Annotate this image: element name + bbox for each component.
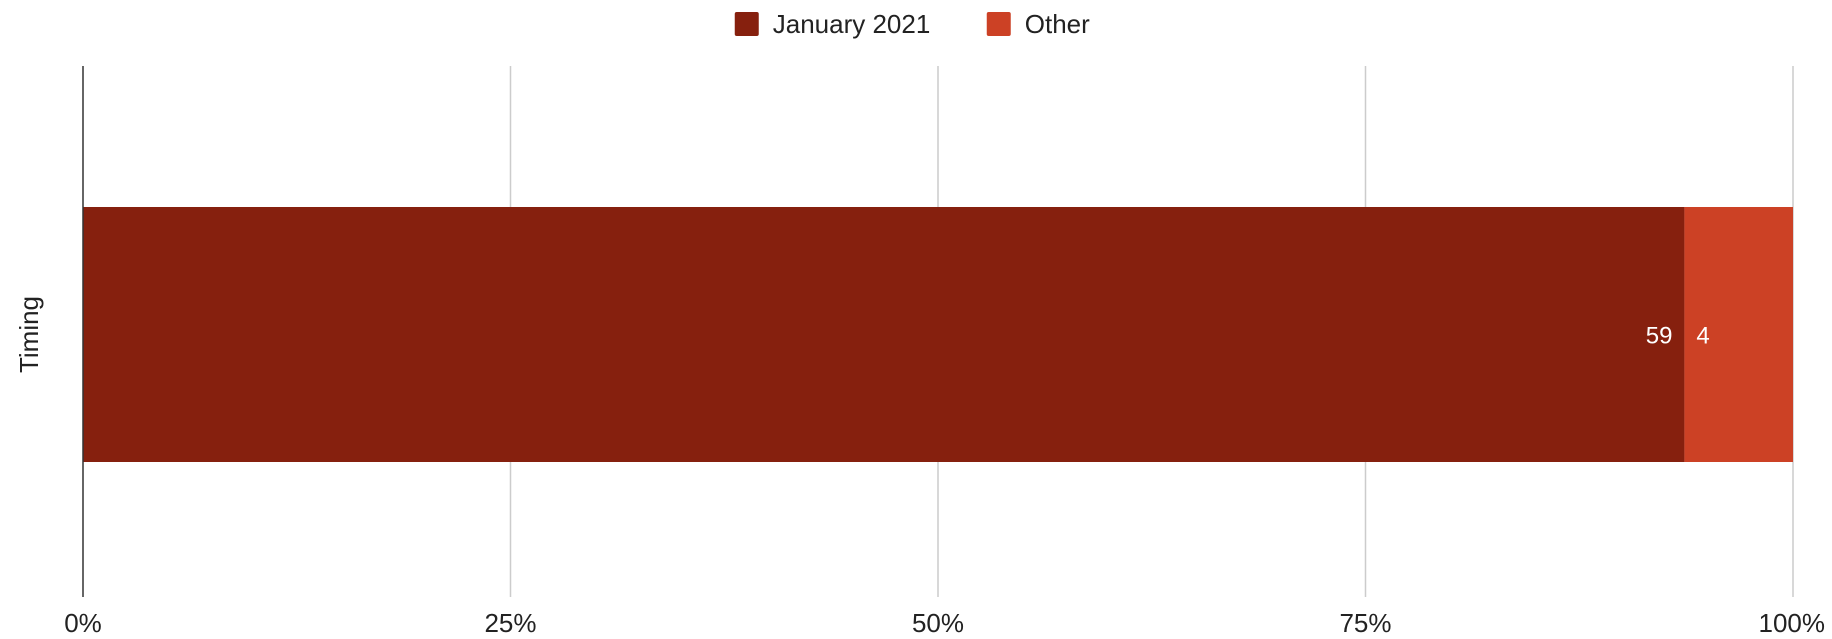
bar-segment-january-2021	[83, 207, 1685, 462]
legend-item: January 2021	[734, 9, 931, 39]
legend: January 2021 Other	[734, 9, 1090, 39]
x-tick-label: 75%	[1339, 608, 1391, 638]
legend-label: Other	[1025, 9, 1090, 39]
bars	[83, 207, 1793, 462]
data-labels: 59 4	[1646, 323, 1710, 350]
legend-swatch	[734, 12, 759, 36]
y-axis-title: Timing	[14, 296, 44, 373]
x-tick-label: 50%	[912, 608, 964, 638]
legend-item: Other	[986, 9, 1090, 39]
x-tick-label: 25%	[484, 608, 536, 638]
data-label: 59	[1646, 323, 1673, 350]
data-label: 4	[1696, 323, 1709, 350]
x-tick-label: 100%	[1759, 608, 1826, 638]
bar-segment-other	[1684, 207, 1793, 462]
x-tick-label: 0%	[64, 608, 102, 638]
x-axis-ticks: 0% 25% 50% 75% 100%	[64, 608, 1825, 638]
legend-swatch	[986, 12, 1011, 36]
legend-label: January 2021	[773, 9, 931, 39]
